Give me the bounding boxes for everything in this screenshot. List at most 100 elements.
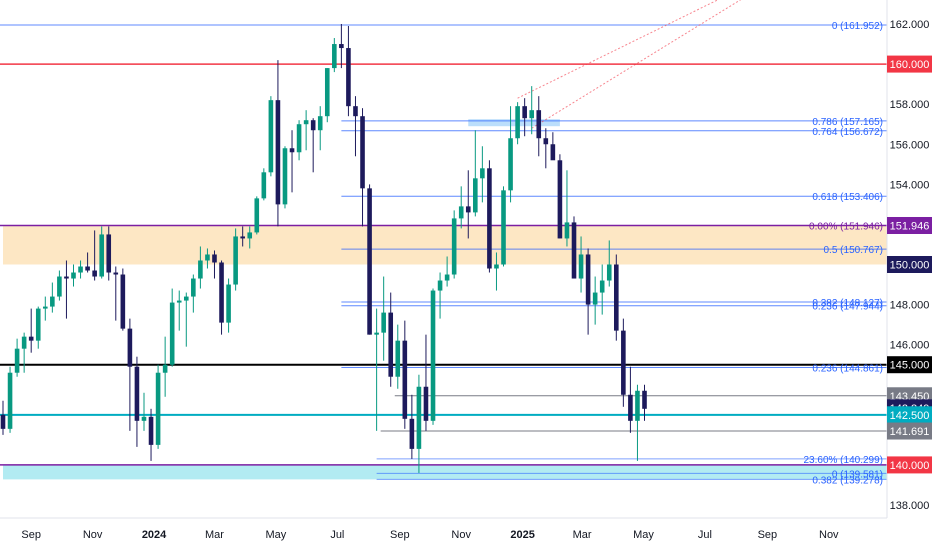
- candle[interactable]: [28, 308, 34, 353]
- candle[interactable]: [57, 270, 62, 301]
- candle[interactable]: [35, 306, 41, 349]
- candle[interactable]: [247, 226, 253, 249]
- candle[interactable]: [268, 96, 274, 177]
- candle[interactable]: [402, 320, 408, 429]
- candle[interactable]: [317, 106, 323, 151]
- candle[interactable]: [444, 256, 450, 287]
- candle[interactable]: [564, 170, 570, 247]
- candle[interactable]: [508, 106, 513, 203]
- candle[interactable]: [571, 216, 577, 279]
- candle[interactable]: [578, 236, 584, 293]
- candle[interactable]: [148, 408, 154, 461]
- candle[interactable]: [487, 160, 492, 273]
- candle[interactable]: [42, 296, 48, 321]
- candle[interactable]: [621, 318, 626, 407]
- candle[interactable]: [635, 384, 640, 461]
- candle[interactable]: [127, 318, 133, 431]
- candle[interactable]: [289, 130, 295, 193]
- candle[interactable]: [282, 146, 288, 209]
- candle[interactable]: [240, 226, 245, 247]
- candle[interactable]: [416, 374, 422, 473]
- candle[interactable]: [303, 110, 309, 151]
- candle[interactable]: [473, 130, 478, 217]
- candle[interactable]: [409, 394, 415, 459]
- candle[interactable]: [162, 336, 168, 397]
- candle[interactable]: [543, 128, 549, 169]
- candle[interactable]: [0, 400, 6, 435]
- candle[interactable]: [113, 266, 119, 321]
- candle[interactable]: [85, 252, 90, 273]
- time-tick-label: Sep: [758, 529, 778, 541]
- candle[interactable]: [381, 276, 386, 361]
- candle[interactable]: [430, 288, 436, 425]
- candle[interactable]: [205, 248, 210, 269]
- candle[interactable]: [254, 196, 260, 235]
- candle[interactable]: [458, 186, 464, 229]
- candle[interactable]: [14, 338, 20, 377]
- candle[interactable]: [367, 184, 372, 335]
- candle[interactable]: [360, 108, 365, 227]
- candle[interactable]: [585, 248, 591, 335]
- candle[interactable]: [437, 272, 443, 319]
- candle[interactable]: [169, 288, 175, 367]
- candle[interactable]: [332, 38, 337, 73]
- candle[interactable]: [71, 264, 76, 287]
- candle[interactable]: [99, 226, 104, 279]
- candle[interactable]: [261, 168, 267, 201]
- candle-body: [458, 206, 464, 219]
- candle[interactable]: [515, 102, 520, 145]
- candle[interactable]: [465, 170, 471, 239]
- candle[interactable]: [191, 274, 196, 313]
- candle[interactable]: [219, 260, 224, 335]
- candle[interactable]: [198, 246, 203, 289]
- candle[interactable]: [92, 230, 97, 281]
- candle[interactable]: [275, 60, 281, 227]
- candle[interactable]: [155, 364, 161, 449]
- time-tick-label: Nov: [819, 529, 839, 541]
- candle[interactable]: [374, 308, 379, 431]
- candle[interactable]: [134, 356, 140, 447]
- candle[interactable]: [141, 392, 147, 431]
- candle[interactable]: [423, 334, 429, 431]
- candle[interactable]: [606, 240, 612, 287]
- candle[interactable]: [522, 98, 527, 137]
- candle[interactable]: [183, 292, 189, 347]
- candle[interactable]: [176, 290, 182, 331]
- candle[interactable]: [550, 132, 556, 161]
- candle[interactable]: [628, 366, 633, 433]
- candle[interactable]: [599, 264, 605, 315]
- candle[interactable]: [480, 146, 485, 203]
- time-axis[interactable]: Sep Nov 2024 Mar May Jul Sep Nov 2025 Mar May Jul Se…: [21, 529, 839, 541]
- candle[interactable]: [395, 324, 401, 389]
- candle[interactable]: [7, 366, 13, 433]
- candle[interactable]: [226, 278, 231, 333]
- candle[interactable]: [106, 226, 112, 281]
- candle[interactable]: [501, 186, 506, 267]
- price-axis[interactable]: 162.000 160.000 158.000 156.000 154.000 151.9…: [887, 19, 932, 512]
- candle[interactable]: [353, 96, 358, 157]
- candle[interactable]: [78, 260, 83, 279]
- candle-body: [360, 116, 365, 189]
- candle[interactable]: [324, 68, 330, 123]
- candle[interactable]: [310, 118, 316, 173]
- candle[interactable]: [557, 154, 563, 239]
- candle[interactable]: [529, 86, 535, 135]
- candle[interactable]: [592, 276, 598, 325]
- time-tick-label: May: [266, 529, 287, 541]
- candle[interactable]: [614, 254, 619, 341]
- candle[interactable]: [212, 250, 217, 279]
- candle[interactable]: [233, 228, 238, 291]
- candle[interactable]: [296, 120, 302, 161]
- candle[interactable]: [346, 26, 351, 117]
- candle[interactable]: [451, 210, 457, 279]
- candle[interactable]: [388, 292, 394, 387]
- candle[interactable]: [642, 384, 647, 421]
- candle[interactable]: [536, 96, 542, 157]
- candle[interactable]: [494, 252, 499, 291]
- candle[interactable]: [120, 268, 126, 331]
- candle[interactable]: [21, 332, 27, 373]
- candle[interactable]: [64, 260, 69, 319]
- candle[interactable]: [50, 282, 55, 313]
- candle[interactable]: [339, 24, 344, 69]
